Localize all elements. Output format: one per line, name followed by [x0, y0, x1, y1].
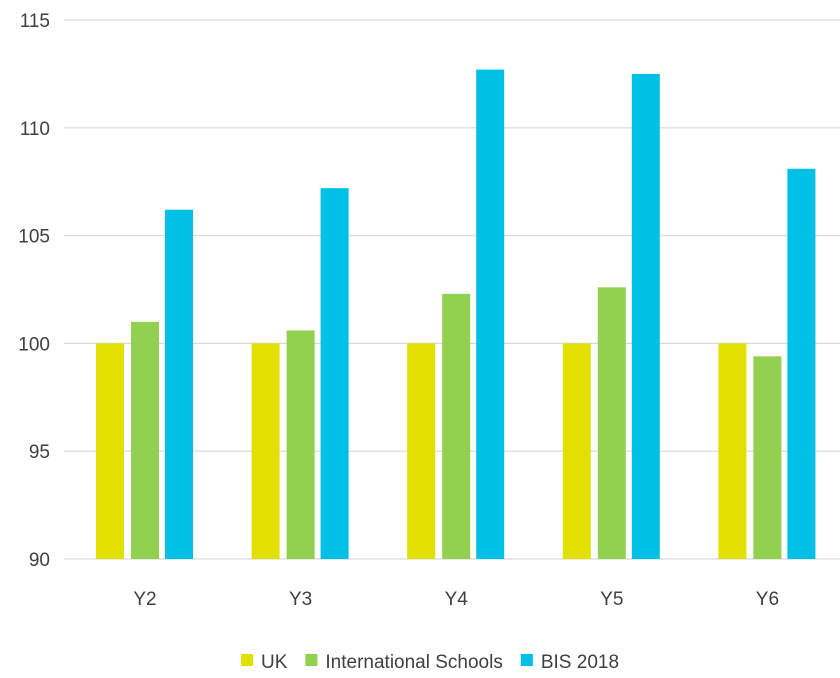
legend-item-uk: UK	[240, 652, 288, 673]
bar-uk-y2	[96, 343, 124, 559]
x-axis-tick-labels: Y2 Y3 Y4 Y5 Y6	[133, 589, 779, 610]
legend-label: UK	[261, 652, 288, 673]
x-tick-label: Y6	[756, 589, 779, 610]
bar-bis-2018-y6	[787, 168, 816, 559]
bar-bis-2018-y3	[320, 188, 349, 559]
y-tick-label: 95	[29, 442, 50, 463]
bar-bis-2018-y4	[476, 69, 505, 559]
legend-item-international-schools: International Schools	[305, 652, 503, 673]
y-tick-label: 90	[29, 550, 50, 571]
x-tick-label: Y3	[289, 589, 312, 610]
y-tick-label: 100	[18, 334, 50, 355]
bars	[96, 69, 816, 560]
bar-uk-y3	[251, 343, 280, 559]
legend-swatch	[305, 654, 318, 666]
legend-label: International Schools	[325, 652, 502, 673]
bar-international-schools-y3	[286, 330, 315, 559]
bar-uk-y4	[407, 343, 436, 559]
legend-item-bis-2018: BIS 2018	[520, 652, 619, 673]
y-axis-tick-labels: 90 95 100 105 110 115	[18, 11, 50, 571]
bar-international-schools-y2	[131, 321, 159, 559]
y-tick-label: 110	[20, 119, 50, 140]
x-tick-label: Y4	[445, 589, 469, 610]
bar-international-schools-y6	[753, 356, 782, 559]
y-tick-label: 105	[18, 227, 50, 248]
bar-bis-2018-y2	[165, 209, 193, 559]
x-tick-label: Y2	[133, 589, 156, 610]
legend: UK International Schools BIS 2018	[240, 652, 619, 673]
y-tick-label: 115	[20, 11, 50, 32]
x-tick-label: Y5	[600, 589, 623, 610]
bar-international-schools-y4	[442, 293, 471, 559]
legend-swatch	[240, 654, 253, 666]
legend-swatch	[520, 654, 533, 666]
bar-uk-y5	[562, 343, 591, 559]
legend-label: BIS 2018	[541, 652, 619, 673]
bar-international-schools-y5	[597, 287, 626, 559]
bar-bis-2018-y5	[631, 73, 660, 560]
bar-uk-y6	[718, 343, 747, 559]
